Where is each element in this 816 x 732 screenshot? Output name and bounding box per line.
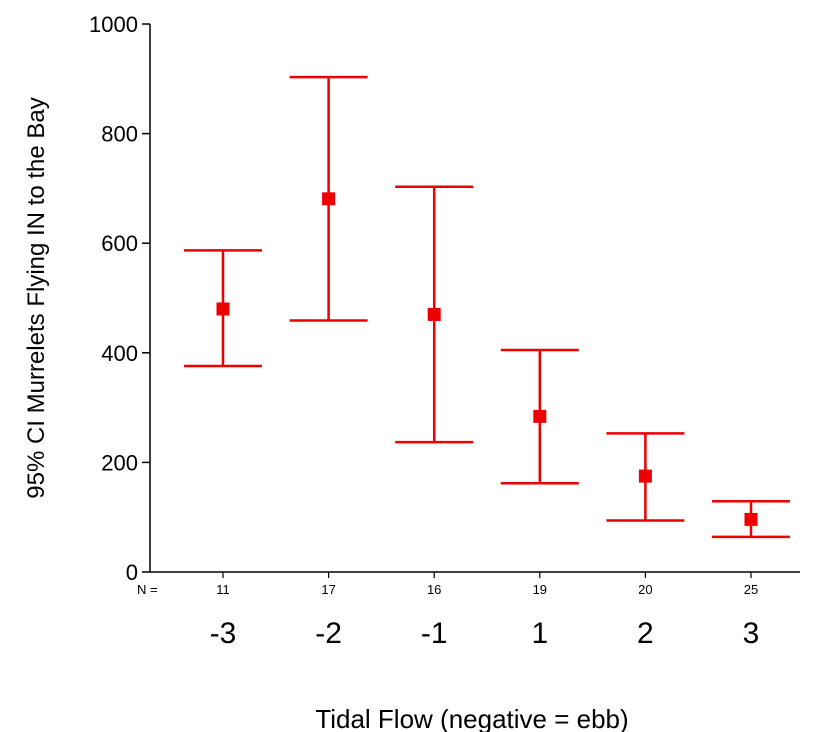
y-tick-label: 400: [101, 341, 138, 366]
x-category-label: 3: [743, 617, 760, 650]
x-category-label: 1: [531, 617, 548, 650]
error-bars: [184, 75, 790, 539]
y-tick-label: 200: [101, 450, 138, 475]
n-count-label: 17: [321, 582, 335, 597]
mean-marker: [638, 469, 652, 483]
n-count-label: 20: [638, 582, 652, 597]
x-category-label: -1: [421, 617, 448, 650]
mean-marker: [427, 307, 441, 321]
axes: [149, 24, 800, 573]
x-axis-label: Tidal Flow (negative = ebb): [315, 704, 628, 732]
mean-marker: [744, 512, 758, 526]
x-labels: N = 11 -3 17 -2 16 -1 19 1 20 2 25 3: [137, 572, 759, 650]
y-axis-label: 95% CI Murrelets Flying IN to the Bay: [23, 97, 50, 498]
x-category-label: 2: [637, 617, 654, 650]
y-tick-label: 1000: [89, 12, 138, 37]
y-tick-label: 800: [101, 122, 138, 147]
x-category-label: -2: [315, 617, 342, 650]
y-tick-label: 600: [101, 231, 138, 256]
mean-marker: [322, 192, 336, 206]
n-label: N =: [137, 582, 158, 597]
y-ticks: 0 200 400 600 800 1000: [89, 12, 150, 585]
n-count-label: 16: [427, 582, 441, 597]
n-count-label: 25: [744, 582, 758, 597]
x-category-label: -3: [210, 617, 237, 650]
mean-marker: [533, 409, 547, 423]
y-tick-label: 0: [126, 560, 138, 585]
n-count-label: 11: [216, 582, 230, 597]
n-count-label: 19: [533, 582, 547, 597]
mean-marker: [216, 302, 230, 316]
